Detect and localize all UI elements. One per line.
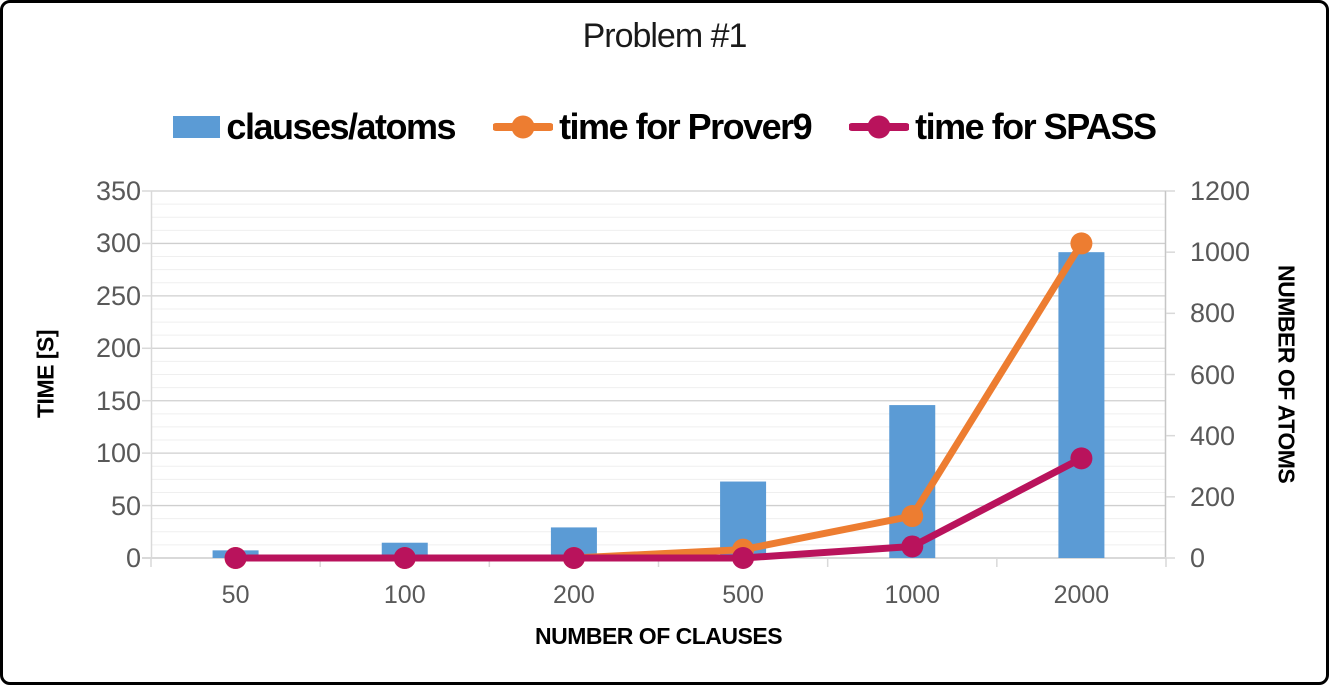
- x-axis-tick-200: 200: [553, 581, 595, 609]
- major-gridlines: [151, 190, 1166, 507]
- left-axis-tick-250: 250: [95, 280, 141, 311]
- line-marker-icon: [493, 115, 554, 139]
- bar-swatch-icon: [173, 116, 221, 138]
- x-axis-tick-1000: 1000: [884, 581, 941, 609]
- right-axis-tick-0: 0: [1190, 543, 1206, 573]
- legend-item-spass: time for SPASS: [849, 106, 1157, 148]
- series-clauses-atoms: [212, 252, 1105, 558]
- prover9-point-1000: [901, 505, 924, 528]
- left-axis-tick-150: 150: [95, 385, 141, 416]
- x-axis-title: NUMBER OF CLAUSES: [534, 623, 783, 649]
- x-axis-tick-500: 500: [722, 581, 764, 609]
- spass-point-2000: [1070, 447, 1093, 470]
- line-marker-icon: [849, 115, 910, 139]
- left-axis-tick-300: 300: [95, 228, 141, 259]
- left-axis-tick-100: 100: [95, 438, 141, 469]
- right-axis-tick-400: 400: [1190, 420, 1236, 451]
- spass-point-200: [562, 547, 585, 569]
- right-axis-tick-1200: 1200: [1190, 176, 1251, 206]
- spass-line: [232, 454, 1085, 562]
- left-axis-tick-350: 350: [95, 176, 141, 206]
- spass-point-500: [732, 547, 755, 569]
- legend-label: time for Prover9: [559, 106, 813, 147]
- x-axis-tick-100: 100: [383, 581, 426, 609]
- right-axis-tick-200: 200: [1190, 481, 1236, 512]
- legend-item-clauses-atoms: clauses/atoms: [173, 106, 457, 148]
- left-axis-tick-200: 200: [95, 333, 141, 364]
- bar-2000: [1058, 252, 1105, 558]
- legend-label: clauses/atoms: [226, 106, 456, 147]
- x-axis-tick-2000: 2000: [1053, 581, 1110, 609]
- spass-point-1000: [901, 535, 924, 558]
- left-axis-tick-0: 0: [125, 543, 141, 573]
- legend-label: time for SPASS: [915, 106, 1157, 147]
- spass-point-50: [224, 547, 247, 569]
- legend-item-prover9: time for Prover9: [493, 106, 813, 148]
- x-axis-tick-50: 50: [221, 581, 250, 609]
- legend: clauses/atoms time for Prover9 time for …: [3, 99, 1326, 155]
- series-spass: [224, 447, 1093, 569]
- prover9-point-2000: [1070, 232, 1093, 255]
- spass-point-100: [393, 547, 416, 569]
- left-axis-tick-50: 50: [110, 490, 141, 521]
- chart-title: Problem #1: [582, 17, 748, 55]
- right-axis-title: NUMBER OF ATOMS: [1273, 265, 1300, 484]
- minor-gridlines: [151, 203, 1166, 546]
- right-axis-tick-1000: 1000: [1190, 237, 1251, 268]
- plot-area: [142, 190, 1175, 569]
- bar-1000: [889, 405, 936, 558]
- axis-lines: [142, 190, 1175, 567]
- right-axis-tick-600: 600: [1190, 359, 1236, 390]
- right-axis-tick-800: 800: [1190, 298, 1236, 329]
